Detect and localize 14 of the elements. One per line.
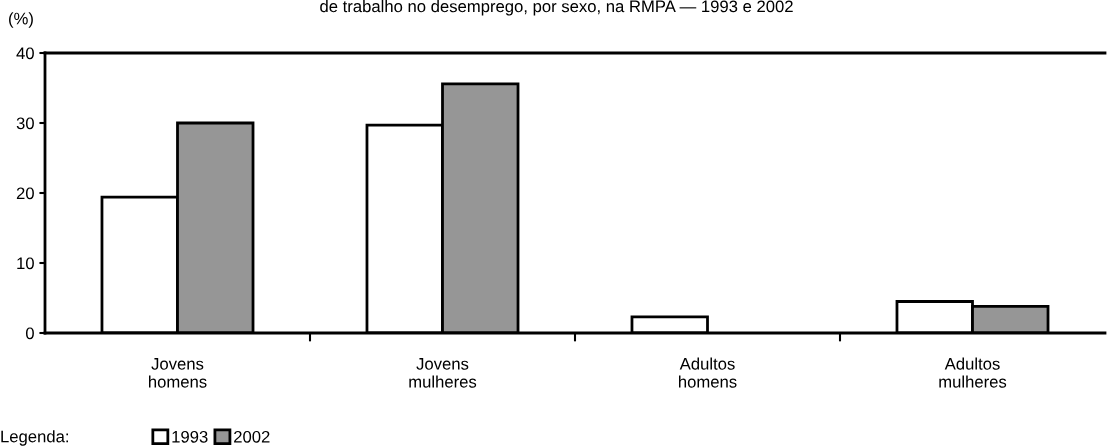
y-tick-label: 40 xyxy=(16,47,34,60)
legend-label: 2002 xyxy=(234,430,270,443)
x-tick-label: Adultos mulheres xyxy=(939,357,1007,388)
chart-title: de trabalho no desemprego, por sexo, na RMPA — 1993 e 2002 xyxy=(320,0,793,16)
y-tick-label: 20 xyxy=(16,187,34,200)
legend-title: Legenda: xyxy=(1,430,68,446)
x-tick-label: Jovens mulheres xyxy=(409,358,477,388)
x-tick-label: Jovens homens xyxy=(149,358,207,388)
legend-label: 1993 xyxy=(172,430,208,443)
x-tick-label: Adultos homens xyxy=(679,357,737,388)
y-tick-label: 30 xyxy=(16,117,34,130)
y-axis-title: (%) xyxy=(9,12,33,28)
y-tick-label: 0 xyxy=(25,327,34,340)
y-tick-label: 10 xyxy=(17,257,34,270)
